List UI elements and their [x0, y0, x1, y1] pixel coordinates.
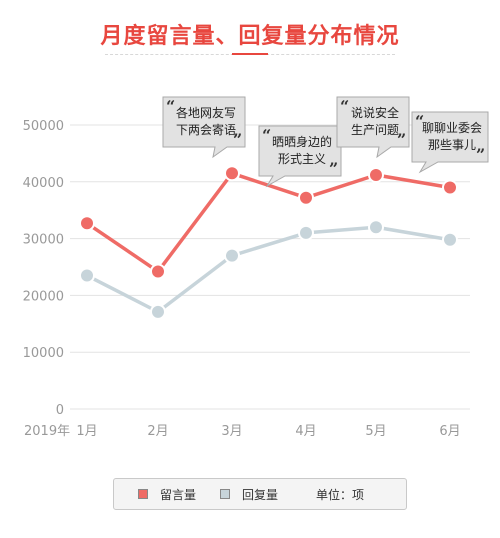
callout-box: [162, 96, 246, 159]
callout-close-quote: ”: [329, 159, 338, 178]
legend-label-messages: 留言量: [160, 487, 197, 502]
callout-text-line: 各地网友写: [176, 105, 236, 120]
x-axis-ticks: 2019年 1月 2月 3月 4月 5月 6月: [24, 424, 461, 439]
callout-text-line: 聊聊业委会: [422, 121, 482, 135]
callout-text-line: 晒晒身边的: [272, 134, 332, 149]
legend: 留言量 回复量 单位：项: [113, 478, 407, 510]
series-line-0: [86, 171, 451, 274]
callout-box: [411, 111, 489, 174]
callout-close-quote: ”: [233, 130, 242, 149]
series-lines: [86, 171, 451, 314]
series-point-0: [442, 179, 458, 196]
callout-open-quote: “: [415, 112, 424, 131]
series-point-1: [150, 303, 166, 320]
y-tick-label: 10000: [23, 346, 64, 361]
x-tick-label: 4月: [295, 424, 316, 439]
callout-text-line: 生产问题: [351, 123, 399, 137]
callout-box: [336, 96, 410, 159]
x-tick-label: 6月: [439, 424, 460, 439]
series-point-0: [298, 189, 314, 206]
legend-swatch-messages: [138, 489, 148, 499]
callout-close-quote: ”: [476, 145, 485, 164]
x-tick-label: 5月: [365, 424, 386, 439]
callout-text-line: 说说安全: [351, 105, 399, 120]
legend-swatch-replies: [220, 489, 231, 499]
x-axis-year-label: 2019年: [24, 424, 70, 439]
x-tick-label: 3月: [221, 424, 242, 439]
series-line-1: [86, 225, 451, 314]
series-point-0: [150, 263, 166, 280]
y-tick-label: 40000: [23, 176, 64, 191]
line-chart: 0 10000 20000 30000 40000 50000 2019年 1月 2月 3月 4月…: [23, 96, 489, 439]
grid-lines: [70, 124, 470, 410]
series-point-1: [442, 231, 458, 248]
series-point-1: [79, 267, 95, 284]
callout-text-line: 形式主义: [278, 152, 326, 166]
series-points: [79, 165, 458, 320]
title-divider-accent: [232, 53, 268, 55]
series-point-1: [368, 219, 384, 236]
series-point-0: [224, 165, 240, 182]
y-tick-label: 0: [56, 403, 64, 418]
callout-open-quote: “: [166, 97, 175, 116]
series-point-0: [368, 166, 384, 183]
x-tick-label: 2月: [147, 424, 168, 439]
y-tick-label: 30000: [23, 233, 64, 248]
series-point-0: [79, 215, 95, 232]
legend-label-replies: 回复量: [242, 487, 279, 502]
x-tick-label: 1月: [76, 424, 97, 439]
callout-text-line: 那些事儿: [428, 138, 476, 152]
legend-item-replies: 回复量: [220, 486, 278, 503]
y-tick-label: 50000: [23, 119, 64, 134]
legend-unit-label: 单位：项: [316, 487, 365, 502]
callout-open-quote: “: [262, 126, 271, 145]
callout-close-quote: ”: [397, 130, 406, 149]
callout-open-quote: “: [340, 97, 349, 116]
legend-item-messages: 留言量: [138, 486, 196, 503]
callout-text-line: 下两会寄语: [176, 122, 236, 137]
chart-title: 月度留言量、回复量分布情况: [100, 24, 400, 49]
y-axis-ticks: 0 10000 20000 30000 40000 50000: [23, 119, 64, 418]
series-point-1: [224, 247, 240, 264]
series-point-1: [298, 224, 314, 241]
y-tick-label: 20000: [23, 289, 64, 304]
